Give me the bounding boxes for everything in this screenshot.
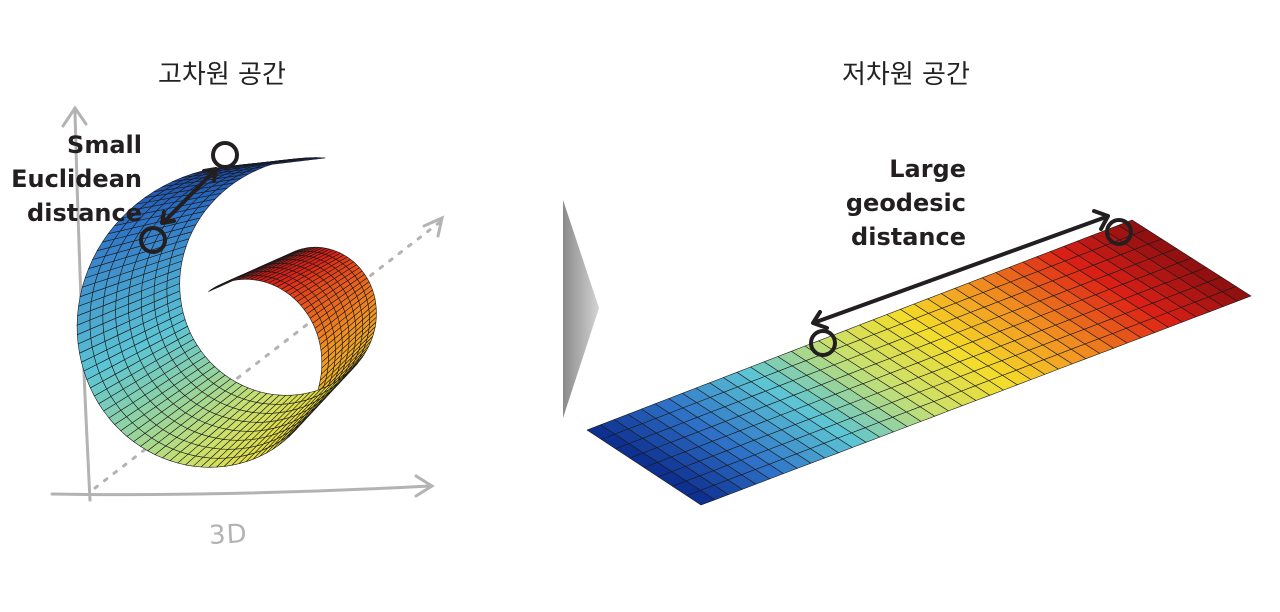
y-axis-arrowhead: [61, 105, 88, 128]
roll-cell: [307, 157, 326, 160]
geodesic-distance-arrow: [811, 209, 1110, 330]
label-line: Small: [67, 131, 142, 159]
unrolled-flat-sheet: [586, 219, 1252, 506]
transition-arrow: [563, 200, 599, 418]
right-panel-title: 저차원 공간: [842, 60, 970, 90]
euclidean-distance-arrow: [160, 167, 218, 225]
roll-cell: [167, 297, 182, 312]
point-b-marker: [211, 141, 239, 169]
small-euclidean-distance-label: Small Euclidean distance: [4, 128, 142, 230]
swiss-roll-surface: [76, 157, 377, 468]
label-line: distance: [851, 223, 966, 251]
label-line: Large: [889, 155, 966, 183]
x-axis: [50, 484, 432, 497]
x-axis-arrowhead: [414, 474, 435, 498]
label-line: geodesic: [845, 189, 966, 217]
label-line: Euclidean: [11, 165, 142, 193]
label-line: distance: [27, 199, 142, 227]
axes-3d-label: 3D: [208, 519, 249, 551]
z-axis-arrowhead: [422, 215, 445, 238]
point-b-unrolled-marker: [1105, 218, 1133, 246]
sheet-cell: [1222, 286, 1252, 302]
point-a-marker: [139, 226, 167, 254]
point-a-unrolled-marker: [809, 329, 837, 357]
large-geodesic-distance-label: Large geodesic distance: [800, 152, 966, 254]
left-panel-title: 고차원 공간: [158, 60, 286, 90]
